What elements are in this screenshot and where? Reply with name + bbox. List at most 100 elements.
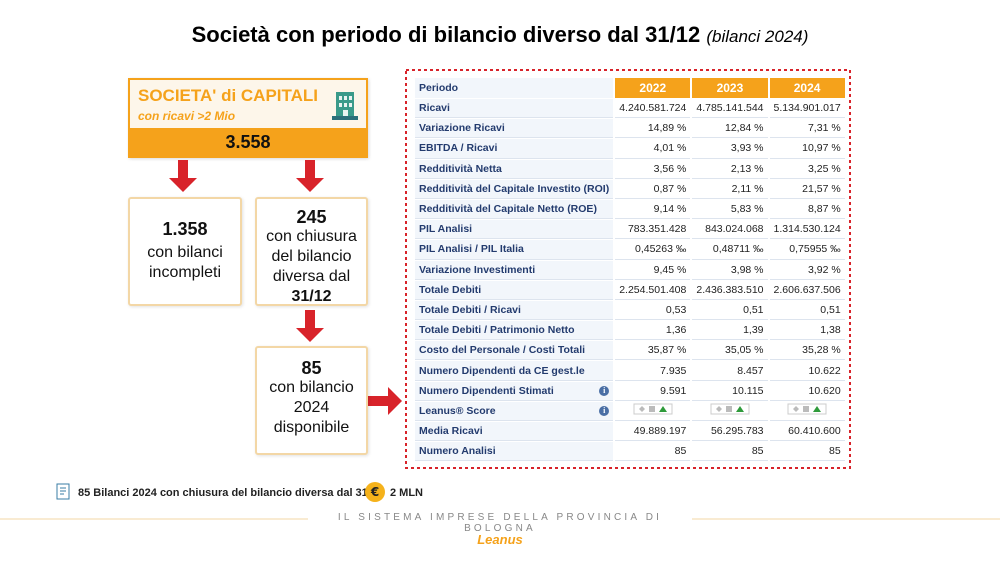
amount: 2 MLN (390, 487, 423, 499)
table-row: Redditività del Capitale Investito (ROI)… (415, 179, 845, 199)
table-row: Totale Debiti 2.254.501.408 2.436.383.510 2… (415, 280, 845, 300)
row-label: Totale Debiti / Patrimonio Netto (415, 321, 614, 341)
footer-text: IL SISTEMA IMPRESE DELLA PROVINCIA DI BO… (337, 512, 663, 534)
cell: 4.785.141.544 (692, 99, 768, 119)
capital-count: 3.558 (130, 128, 366, 156)
table-row: Redditività Netta 3,56 % 2,13 % 3,25 % (415, 159, 845, 179)
data-table: Periodo 2022 2023 2024 Ricavi 4.240.581.724 4.… (413, 77, 847, 462)
row-label-text: Ricavi (419, 102, 450, 115)
cell: 5.134.901.017 (769, 99, 845, 119)
row-label: Numero Analisi (415, 442, 614, 462)
row-label: Redditività del Capitale Netto (ROE) (415, 199, 614, 220)
cell: 4.240.581.724 (615, 99, 691, 119)
table-row: Totale Debiti / Ricavi 0,53 0,51 0,51 (415, 300, 845, 321)
cell: 7.935 (615, 361, 691, 381)
row-label: Redditività Netta (415, 159, 614, 179)
cell: 8,87 % (769, 199, 845, 220)
row-label: PIL Analisi / PIL Italia (415, 240, 614, 260)
table-row: PIL Analisi / PIL Italia 0,45263 ‰ 0,48711… (415, 240, 845, 260)
box-different-close: 245 con chiusura del bilancio diversa da… (255, 197, 368, 306)
coin-icon: € (365, 482, 385, 502)
header-cell: 2024 (769, 78, 845, 98)
cell: 1.314.530.124 (769, 220, 845, 240)
cell: 85 (615, 442, 691, 462)
cell: 3,98 % (692, 260, 768, 280)
capital-subtitle: con ricavi >2 Mio (138, 109, 236, 123)
header-cell: 2023 (692, 78, 768, 98)
row-label: Numero Dipendenti da CE gest.le (415, 361, 614, 381)
arrow-down (169, 160, 197, 192)
row-label-text: Leanus® Score (419, 404, 496, 417)
row-label-text: Redditività del Capitale Investito (ROI) (419, 182, 610, 195)
capital-box: SOCIETA' di CAPITALI con ricavi >2 Mio 3… (128, 78, 368, 158)
header-cell: 2022 (615, 78, 691, 98)
row-label-text: PIL Analisi / PIL Italia (419, 243, 524, 256)
row-label-text: Totale Debiti / Ricavi (419, 303, 521, 316)
row-label-text: Numero Dipendenti Stimati (419, 384, 554, 397)
score-icons (633, 403, 673, 415)
box-number: 245 (296, 207, 327, 227)
table-row: Numero Dipendenti da CE gest.le 7.935 8.45… (415, 361, 845, 381)
table-row: Redditività del Capitale Netto (ROE) 9,14… (415, 199, 845, 220)
box-text: con bilanci incompleti (147, 244, 223, 281)
row-label: Numero Dipendenti Stimati i (415, 381, 614, 401)
cell: 9.591 (615, 381, 691, 401)
score-icons (710, 403, 750, 415)
arrow-right (368, 387, 402, 415)
cell: 8.457 (692, 361, 768, 381)
capital-title: SOCIETA' di CAPITALI (138, 86, 319, 105)
cell: 12,84 % (692, 119, 768, 139)
title-row: Società con periodo di bilancio diverso … (0, 22, 1000, 48)
arrow-down (296, 160, 324, 192)
row-label-text: Redditività del Capitale Netto (ROE) (419, 203, 597, 216)
box-text-bold: 31/12 (291, 288, 332, 305)
score-cell (692, 401, 768, 421)
cell: 3,56 % (615, 159, 691, 179)
row-label-text: Redditività Netta (419, 162, 502, 175)
cell: 0,48711 ‰ (692, 240, 768, 260)
table-row: Costo del Personale / Costi Totali 35,87 … (415, 341, 845, 361)
header-cell: Periodo (415, 78, 614, 98)
cell: 843.024.068 (692, 220, 768, 240)
score-cell (769, 401, 845, 421)
logo: Leanus (477, 532, 523, 547)
row-label: Totale Debiti (415, 280, 614, 300)
row-label: Variazione Investimenti (415, 260, 614, 280)
cell: 2.436.383.510 (692, 280, 768, 300)
cell: 1,39 (692, 321, 768, 341)
table-row: Variazione Investimenti 9,45 % 3,98 % 3,92 … (415, 260, 845, 280)
arrow-down (296, 310, 324, 342)
cell: 10.620 (769, 381, 845, 401)
building-icon (332, 92, 358, 120)
footnote: 85 Bilanci 2024 con chiusura del bilanci… (78, 487, 384, 499)
title: Società con periodo di bilancio diverso … (191, 22, 701, 47)
cell: 7,31 % (769, 119, 845, 139)
cell: 0,87 % (615, 179, 691, 199)
row-label: Media Ricavi (415, 422, 614, 442)
table-row: Variazione Ricavi 14,89 % 12,84 % 7,31 % (415, 119, 845, 139)
cell: 3,93 % (692, 139, 768, 159)
cell: 10,97 % (769, 139, 845, 159)
box-available: 85 con bilancio 2024 disponibile (255, 346, 368, 455)
cell: 4,01 % (615, 139, 691, 159)
row-label: Redditività del Capitale Investito (ROI) (415, 179, 614, 199)
row-label-text: Variazione Ricavi (419, 122, 505, 135)
cell: 85 (692, 442, 768, 462)
cell: 56.295.783 (692, 422, 768, 442)
box-number: 85 (301, 358, 322, 378)
table-row: Media Ricavi 49.889.197 56.295.783 60.410.6… (415, 422, 845, 442)
subtitle: (bilanci 2024) (706, 27, 809, 46)
cell: 10.622 (769, 361, 845, 381)
cell: 1,36 (615, 321, 691, 341)
table-row: Leanus® Score i (415, 401, 845, 421)
cell: 14,89 % (615, 119, 691, 139)
box-text: con chiusura del bilancio diversa dal (266, 228, 357, 285)
cell: 2.606.637.506 (769, 280, 845, 300)
cell: 49.889.197 (615, 422, 691, 442)
box-text: con bilancio 2024 disponibile (269, 379, 354, 436)
table-frame (405, 69, 851, 469)
cell: 35,28 % (769, 341, 845, 361)
svg-text:€: € (370, 485, 379, 499)
box-number: 1.358 (162, 219, 208, 239)
